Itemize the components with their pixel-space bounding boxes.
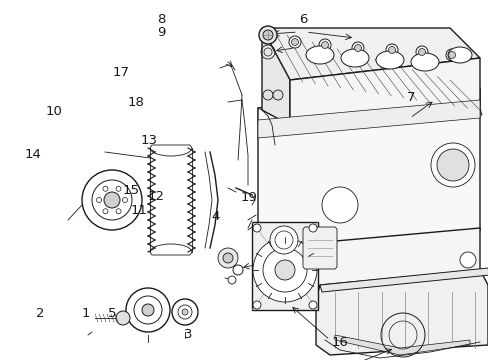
Circle shape bbox=[259, 26, 276, 44]
Text: 17: 17 bbox=[113, 66, 129, 78]
Circle shape bbox=[227, 276, 236, 284]
Circle shape bbox=[459, 252, 475, 268]
Polygon shape bbox=[289, 58, 479, 125]
Circle shape bbox=[172, 299, 198, 325]
Text: 8: 8 bbox=[157, 13, 165, 26]
Polygon shape bbox=[258, 228, 479, 310]
Circle shape bbox=[445, 49, 457, 61]
Circle shape bbox=[122, 198, 127, 202]
Polygon shape bbox=[315, 270, 487, 355]
Circle shape bbox=[126, 288, 170, 332]
Circle shape bbox=[142, 304, 154, 316]
Text: 18: 18 bbox=[127, 96, 144, 109]
Circle shape bbox=[321, 187, 357, 223]
Text: 2: 2 bbox=[36, 307, 45, 320]
Polygon shape bbox=[258, 88, 479, 250]
Circle shape bbox=[182, 309, 187, 315]
Circle shape bbox=[447, 51, 454, 58]
Circle shape bbox=[269, 226, 297, 254]
Circle shape bbox=[415, 46, 427, 58]
Circle shape bbox=[291, 39, 298, 45]
Circle shape bbox=[274, 260, 294, 280]
Text: 5: 5 bbox=[108, 307, 117, 320]
Circle shape bbox=[385, 44, 397, 56]
Polygon shape bbox=[258, 100, 479, 138]
Circle shape bbox=[387, 46, 395, 54]
Ellipse shape bbox=[410, 53, 438, 71]
Circle shape bbox=[116, 209, 121, 214]
Polygon shape bbox=[334, 335, 469, 355]
Circle shape bbox=[354, 45, 361, 51]
Polygon shape bbox=[251, 222, 317, 310]
Circle shape bbox=[96, 198, 102, 202]
Circle shape bbox=[272, 90, 283, 100]
Circle shape bbox=[418, 49, 425, 55]
Text: 1: 1 bbox=[81, 307, 90, 320]
Circle shape bbox=[275, 256, 304, 284]
Text: 14: 14 bbox=[25, 148, 41, 161]
Circle shape bbox=[103, 209, 108, 214]
Ellipse shape bbox=[340, 49, 368, 67]
Polygon shape bbox=[262, 28, 479, 80]
Circle shape bbox=[232, 265, 243, 275]
Circle shape bbox=[116, 186, 121, 191]
Circle shape bbox=[430, 143, 474, 187]
Circle shape bbox=[318, 39, 330, 51]
Text: 9: 9 bbox=[157, 26, 165, 39]
Circle shape bbox=[252, 224, 261, 232]
Text: 16: 16 bbox=[331, 336, 347, 348]
Circle shape bbox=[218, 248, 238, 268]
Text: 19: 19 bbox=[241, 191, 257, 204]
Circle shape bbox=[436, 149, 468, 181]
Circle shape bbox=[103, 186, 108, 191]
FancyBboxPatch shape bbox=[303, 227, 336, 269]
Polygon shape bbox=[262, 28, 289, 125]
Circle shape bbox=[263, 90, 272, 100]
Text: 6: 6 bbox=[298, 13, 307, 26]
Circle shape bbox=[308, 224, 316, 232]
Circle shape bbox=[288, 36, 301, 48]
Text: 13: 13 bbox=[141, 134, 157, 147]
Ellipse shape bbox=[447, 47, 471, 63]
Text: 15: 15 bbox=[122, 184, 139, 197]
Text: 4: 4 bbox=[210, 210, 219, 222]
Circle shape bbox=[252, 238, 316, 302]
Circle shape bbox=[82, 170, 142, 230]
Circle shape bbox=[281, 261, 298, 279]
Circle shape bbox=[116, 311, 130, 325]
Polygon shape bbox=[319, 268, 488, 292]
Circle shape bbox=[351, 42, 363, 54]
Circle shape bbox=[223, 253, 232, 263]
Circle shape bbox=[104, 192, 120, 208]
Circle shape bbox=[252, 301, 261, 309]
Text: 11: 11 bbox=[131, 204, 147, 217]
Ellipse shape bbox=[375, 51, 403, 69]
Ellipse shape bbox=[305, 46, 333, 64]
Circle shape bbox=[263, 30, 272, 40]
Text: 7: 7 bbox=[406, 91, 414, 104]
Circle shape bbox=[321, 41, 328, 49]
Text: 3: 3 bbox=[183, 328, 192, 341]
Circle shape bbox=[308, 301, 316, 309]
Text: 12: 12 bbox=[148, 190, 164, 203]
Text: 10: 10 bbox=[45, 105, 62, 118]
